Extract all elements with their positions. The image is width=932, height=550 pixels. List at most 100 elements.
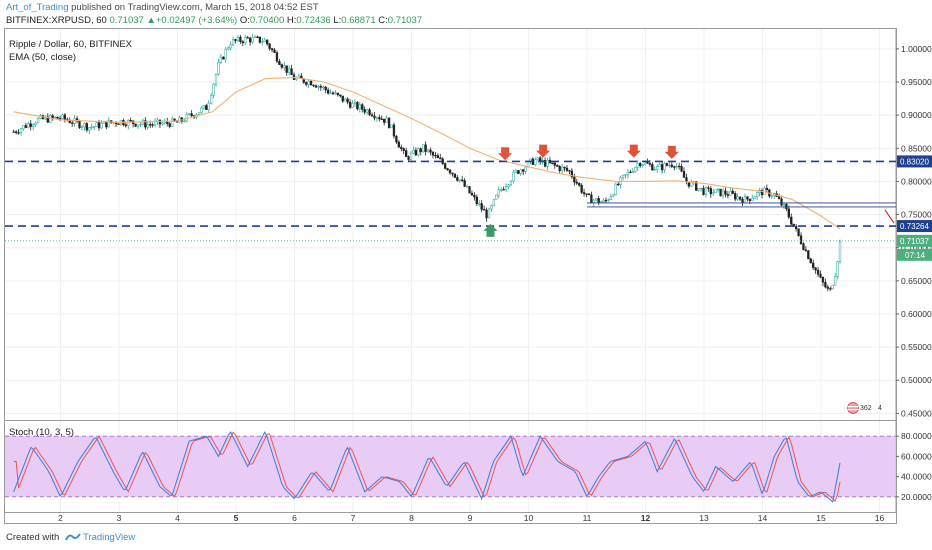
candle-body bbox=[573, 176, 576, 183]
candle-body bbox=[558, 166, 561, 171]
candle-body bbox=[375, 117, 379, 119]
candle-body bbox=[397, 141, 400, 148]
y-tick-label: 0.65000 bbox=[901, 276, 932, 286]
candle-body bbox=[127, 120, 130, 127]
stoch-tick-label: 40.0000 bbox=[901, 472, 932, 482]
candle-body bbox=[760, 190, 764, 195]
candle-body bbox=[812, 262, 815, 269]
candle-body bbox=[207, 102, 210, 110]
y-tick-label: 0.70000 bbox=[901, 243, 932, 253]
stoch-legend[interactable]: Stoch (10, 3, 5) bbox=[9, 427, 74, 438]
trend-line[interactable] bbox=[884, 209, 895, 224]
high-label: H: bbox=[286, 15, 297, 26]
candle-body bbox=[402, 148, 405, 151]
y-tick-label: 0.80000 bbox=[901, 176, 932, 186]
candle-body bbox=[480, 203, 483, 210]
candle-body bbox=[651, 164, 654, 171]
candle-body bbox=[782, 203, 786, 206]
candle-body bbox=[168, 123, 171, 127]
events-badge-icon[interactable]: 362 4 bbox=[846, 401, 886, 415]
candle-body bbox=[85, 123, 88, 131]
candle-body bbox=[617, 183, 620, 186]
candle-body bbox=[490, 205, 493, 210]
y-tick-label: 0.55000 bbox=[901, 342, 932, 352]
candle-body bbox=[536, 157, 539, 161]
candle-body bbox=[256, 36, 259, 38]
candle-body bbox=[626, 171, 630, 175]
candle-body bbox=[463, 180, 466, 187]
candle-body bbox=[743, 196, 747, 204]
candle-body bbox=[514, 170, 517, 173]
candle-body bbox=[809, 258, 812, 264]
candle-body bbox=[653, 168, 656, 171]
down-arrow-icon[interactable] bbox=[536, 144, 551, 158]
up-arrow-icon[interactable] bbox=[483, 223, 498, 237]
footer: Created with TradingView bbox=[6, 532, 135, 545]
down-arrow-icon[interactable] bbox=[664, 145, 679, 159]
candle-body bbox=[816, 269, 820, 275]
down-arrow-icon[interactable] bbox=[626, 144, 641, 158]
candle-body bbox=[563, 166, 566, 169]
candle-body bbox=[726, 194, 730, 196]
tradingview-link[interactable]: TradingView bbox=[82, 532, 136, 543]
candle-body bbox=[836, 261, 839, 277]
candle-body bbox=[63, 114, 67, 120]
change-value: +0.02497 (+3.64%) bbox=[155, 15, 238, 26]
candle-body bbox=[24, 125, 28, 128]
candle-body bbox=[446, 168, 449, 171]
candle-body bbox=[443, 163, 447, 169]
open-value: 0.70400 bbox=[249, 15, 285, 26]
candle-body bbox=[597, 198, 600, 204]
ema-legend[interactable]: EMA (50, close) bbox=[9, 52, 77, 63]
candle-body bbox=[14, 131, 18, 133]
candle-body bbox=[519, 169, 522, 174]
candle-body bbox=[217, 62, 220, 75]
candle-body bbox=[353, 101, 357, 104]
candle-body bbox=[34, 122, 37, 126]
candle-body bbox=[190, 113, 193, 116]
candle-body bbox=[419, 148, 422, 152]
candle-body bbox=[831, 284, 834, 290]
candle-body bbox=[202, 105, 205, 109]
candle-body bbox=[707, 187, 710, 189]
price-label: 0.73264 bbox=[900, 222, 929, 231]
candle-body bbox=[485, 209, 488, 219]
candle-body bbox=[344, 98, 347, 102]
candle-body bbox=[475, 196, 478, 204]
close-value: 0.71037 bbox=[387, 15, 423, 26]
candle-body bbox=[312, 84, 315, 87]
y-tick-label: 0.60000 bbox=[901, 309, 932, 319]
series-title: Ripple / Dollar, 60, BITFINEX bbox=[9, 39, 133, 50]
candle-body bbox=[453, 173, 457, 178]
candle-body bbox=[724, 190, 727, 195]
candle-body bbox=[329, 92, 332, 94]
candle-body bbox=[814, 267, 817, 271]
candle-body bbox=[702, 187, 705, 195]
candle-body bbox=[100, 123, 103, 129]
candle-body bbox=[790, 216, 793, 225]
candle-body bbox=[185, 114, 188, 122]
down-arrow-icon[interactable] bbox=[498, 147, 513, 161]
candle-body bbox=[56, 116, 59, 119]
candle-body bbox=[390, 124, 393, 128]
candle-body bbox=[751, 198, 754, 201]
stoch-band-fill bbox=[5, 436, 896, 497]
author-link[interactable]: Art_of_Trading bbox=[6, 2, 69, 13]
candle-body bbox=[731, 190, 734, 194]
candle-body bbox=[253, 36, 257, 38]
candle-body bbox=[551, 162, 554, 164]
candle-body bbox=[49, 115, 52, 123]
candle-body bbox=[568, 170, 571, 172]
candle-body bbox=[239, 36, 242, 42]
candle-body bbox=[821, 276, 825, 283]
candle-body bbox=[604, 200, 608, 202]
candle-body bbox=[246, 37, 249, 39]
candle-body bbox=[509, 180, 513, 186]
candle-body bbox=[219, 56, 223, 63]
candle-body bbox=[309, 80, 313, 86]
candle-body bbox=[404, 150, 408, 157]
candle-body bbox=[209, 95, 213, 104]
candle-body bbox=[407, 156, 410, 160]
candle-body bbox=[51, 115, 54, 118]
